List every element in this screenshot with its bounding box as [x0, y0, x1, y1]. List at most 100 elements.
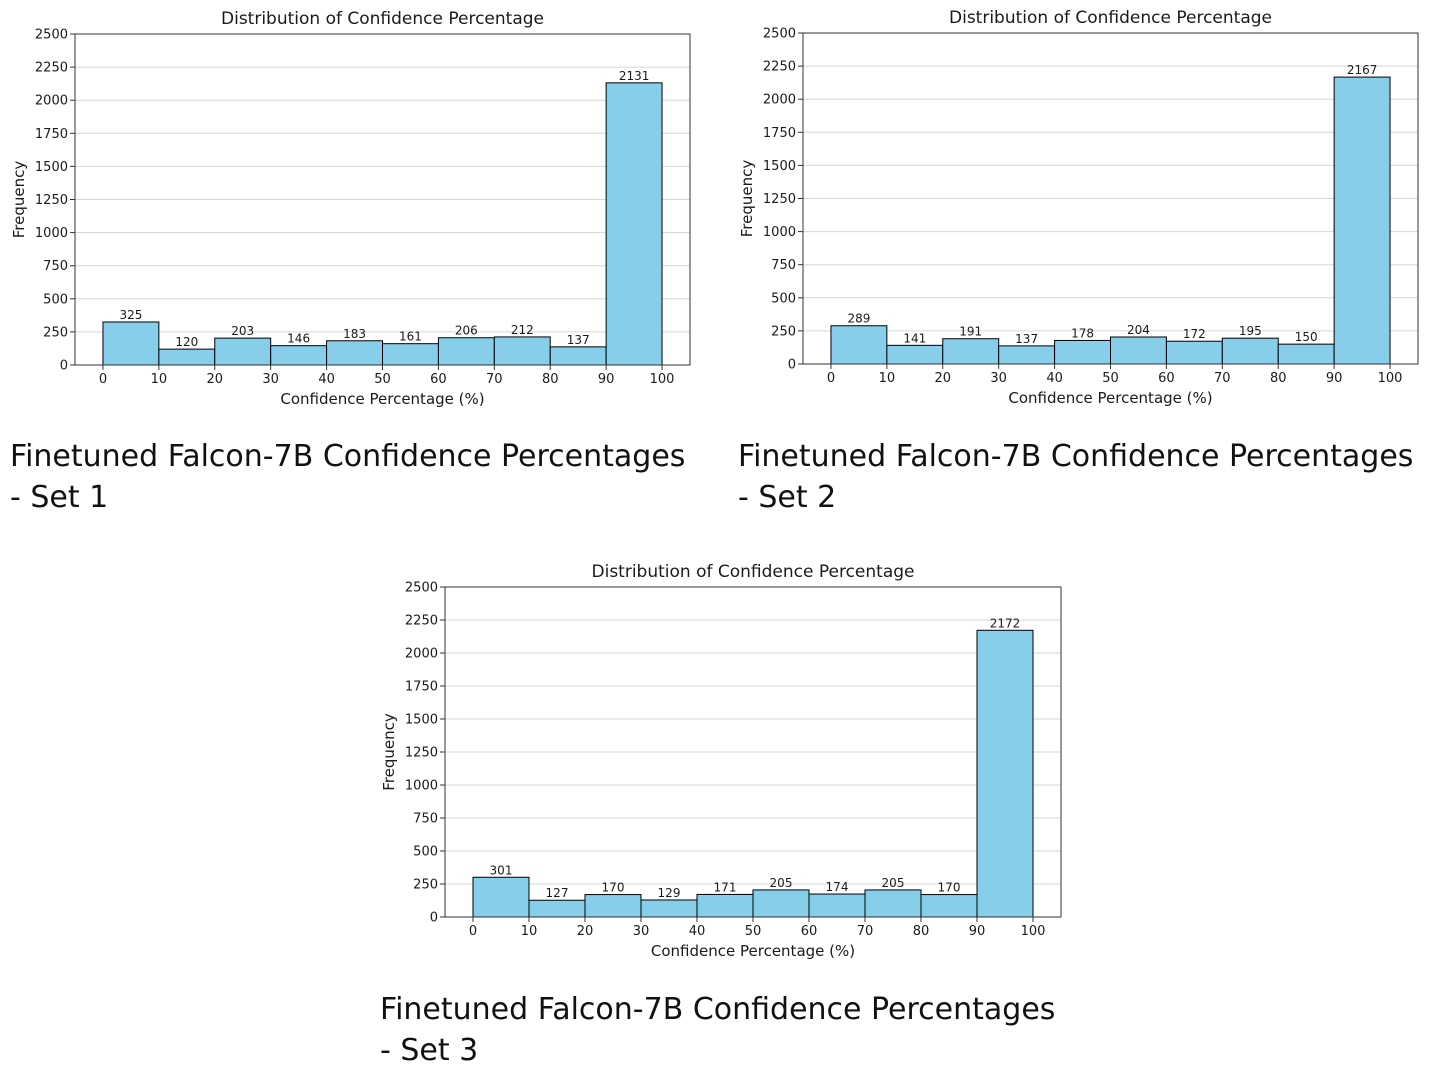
y-tick-label: 2000 — [405, 647, 438, 662]
x-tick-label: 80 — [1270, 371, 1287, 386]
x-tick-label: 0 — [99, 372, 107, 387]
y-tick-label: 1000 — [763, 225, 796, 240]
data-label: 137 — [567, 333, 590, 347]
x-tick-label: 40 — [689, 924, 706, 939]
histogram-bar — [1054, 339, 1112, 365]
x-axis-label: Confidence Percentage (%) — [1008, 389, 1212, 407]
y-tick-label: 2000 — [35, 94, 68, 109]
x-tick-label: 50 — [1102, 371, 1119, 386]
y-tick-label: 1500 — [35, 160, 68, 175]
histogram-bar — [920, 894, 978, 918]
data-label: 205 — [882, 876, 905, 890]
data-label: 289 — [847, 312, 870, 326]
data-label: 204 — [1127, 323, 1150, 337]
y-axis-label: Frequency — [738, 160, 756, 238]
x-tick-label: 80 — [542, 372, 559, 387]
histogram-bar — [437, 337, 495, 366]
y-tick-label: 1500 — [763, 159, 796, 174]
data-label: 178 — [1071, 326, 1094, 340]
x-tick-label: 100 — [650, 372, 675, 387]
x-tick-label: 70 — [857, 924, 874, 939]
histogram-bar — [493, 336, 551, 366]
x-tick-label: 0 — [827, 371, 835, 386]
histogram-bar — [640, 899, 698, 918]
x-tick-label: 40 — [318, 372, 335, 387]
histogram-bar — [382, 343, 439, 366]
histogram-bar — [549, 346, 607, 366]
histogram-bar — [998, 345, 1056, 365]
y-tick-label: 2500 — [763, 27, 796, 42]
y-tick-label: 1250 — [35, 193, 68, 208]
y-tick-label: 2250 — [35, 61, 68, 76]
y-tick-label: 0 — [60, 359, 68, 374]
x-tick-label: 10 — [151, 372, 168, 387]
y-tick-label: 1750 — [405, 680, 438, 695]
y-tick-label: 250 — [43, 325, 68, 340]
y-tick-label: 250 — [771, 324, 796, 339]
x-tick-label: 20 — [206, 372, 223, 387]
data-label: 206 — [455, 324, 478, 338]
chart-title: Distribution of Confidence Percentage — [592, 562, 915, 582]
y-tick-label: 500 — [771, 291, 796, 306]
x-tick-label: 20 — [577, 924, 594, 939]
histogram-bar — [1110, 336, 1167, 365]
data-label: 141 — [903, 331, 926, 345]
y-tick-label: 1250 — [763, 192, 796, 207]
data-label: 161 — [399, 330, 422, 344]
x-tick-label: 0 — [469, 924, 477, 939]
histogram-bar — [830, 325, 888, 365]
y-tick-label: 2000 — [763, 93, 796, 108]
chart-panel-set-3: 301 127 170 129 171 205 174 205 170 2172 0 250 500 75… — [370, 553, 1085, 1073]
histogram-bar — [752, 889, 810, 918]
x-tick-label: 40 — [1046, 371, 1063, 386]
x-tick-label: 20 — [934, 371, 951, 386]
data-label: 325 — [119, 308, 142, 322]
chart-title: Distribution of Confidence Percentage — [221, 9, 544, 29]
caption-set-1: Finetuned Falcon-7B Confidence Percentag… — [10, 439, 686, 515]
histogram-bar — [1277, 343, 1335, 365]
histogram-bar — [808, 893, 866, 918]
caption-set-2: Finetuned Falcon-7B Confidence Percentag… — [738, 439, 1414, 515]
data-label: 172 — [1183, 327, 1206, 341]
histogram-bar — [584, 894, 642, 918]
x-tick-label: 80 — [913, 924, 930, 939]
y-tick-label: 2250 — [763, 60, 796, 75]
histogram-bar — [1221, 337, 1279, 365]
y-tick-label: 2250 — [405, 614, 438, 629]
data-label: 150 — [1295, 330, 1318, 344]
data-label: 205 — [770, 876, 793, 890]
histogram-bar — [696, 893, 754, 918]
x-tick-label: 60 — [801, 924, 818, 939]
data-label: 170 — [602, 881, 625, 895]
x-tick-label: 60 — [1158, 371, 1175, 386]
histogram-bar — [976, 629, 1034, 918]
data-label: 2167 — [1347, 63, 1378, 77]
x-tick-label: 50 — [745, 924, 762, 939]
x-tick-label: 10 — [879, 371, 896, 386]
histogram-bar — [158, 348, 216, 366]
data-label: 171 — [714, 880, 737, 894]
y-tick-label: 1250 — [405, 746, 438, 761]
data-label: 2131 — [619, 69, 650, 83]
y-tick-label: 1000 — [35, 226, 68, 241]
data-label: 120 — [175, 335, 198, 349]
y-tick-label: 0 — [788, 358, 796, 373]
histogram-bar — [326, 340, 384, 366]
x-tick-label: 30 — [262, 372, 279, 387]
y-tick-label: 750 — [771, 258, 796, 273]
x-tick-label: 70 — [486, 372, 503, 387]
y-tick-label: 2500 — [35, 28, 68, 43]
x-tick-label: 30 — [633, 924, 650, 939]
data-label: 127 — [546, 886, 569, 900]
y-tick-label: 750 — [413, 812, 438, 827]
histogram-bar — [270, 345, 328, 366]
histogram-bar — [472, 876, 530, 918]
x-tick-label: 60 — [430, 372, 447, 387]
y-tick-label: 500 — [43, 292, 68, 307]
histogram-bar — [605, 82, 663, 366]
x-tick-label: 90 — [598, 372, 615, 387]
chart-panel-set-2: 289 141 191 137 178 204 172 195 150 2167 0 250 500 75… — [728, 0, 1430, 520]
y-tick-label: 1500 — [405, 713, 438, 728]
histogram-bar — [864, 889, 922, 918]
